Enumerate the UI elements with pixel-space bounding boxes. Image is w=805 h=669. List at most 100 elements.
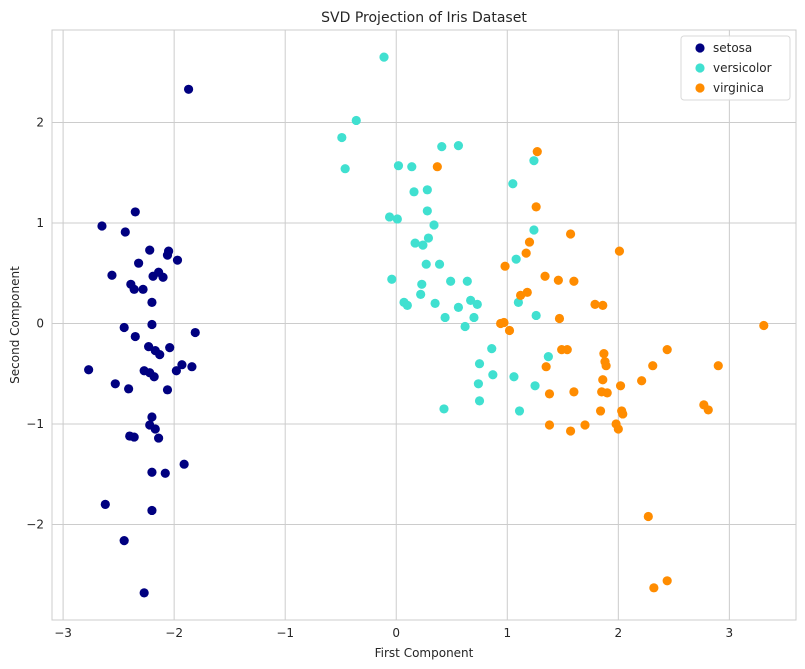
versicolor-point — [508, 179, 518, 189]
setosa-point — [160, 468, 170, 478]
virginica-point — [540, 271, 550, 281]
setosa-point — [179, 459, 189, 469]
versicolor-point — [446, 276, 456, 286]
legend-label-versicolor: versicolor — [713, 61, 772, 75]
virginica-point — [713, 361, 723, 371]
setosa-point — [155, 350, 165, 360]
setosa-point — [129, 432, 139, 442]
series-setosa — [84, 84, 200, 598]
y-tick-labels: −2 −1 0 1 2 — [26, 115, 44, 531]
setosa-point — [147, 412, 157, 422]
setosa-point — [171, 366, 181, 376]
x-tick-label: −3 — [54, 626, 72, 640]
virginica-point — [524, 237, 535, 247]
setosa-point — [183, 84, 194, 94]
versicolor-point — [387, 274, 397, 284]
virginica-point — [499, 317, 509, 328]
versicolor-point — [529, 225, 539, 235]
virginica-point — [602, 388, 612, 398]
x-tick-labels: −3 −2 −1 0 1 2 3 — [54, 626, 733, 640]
virginica-point — [598, 375, 608, 385]
legend: setosa versicolor virginica — [680, 35, 791, 101]
versicolor-point — [453, 140, 464, 151]
setosa-point — [97, 221, 107, 231]
setosa-point — [119, 322, 129, 333]
setosa-point — [187, 362, 197, 372]
versicolor-point — [340, 164, 350, 174]
setosa-point — [162, 385, 173, 395]
x-tick-label: −1 — [276, 626, 294, 640]
virginica-point — [580, 420, 590, 430]
virginica-point — [569, 387, 579, 397]
y-tick-label: −1 — [26, 417, 44, 431]
setosa-point — [147, 505, 157, 516]
series-versicolor — [337, 52, 553, 416]
versicolor-point — [430, 298, 440, 308]
versicolor-point — [488, 370, 498, 380]
versicolor-point — [543, 352, 553, 362]
chart-title: SVD Projection of Iris Dataset — [321, 10, 527, 26]
versicolor-point — [460, 321, 470, 332]
setosa-point — [120, 227, 130, 237]
versicolor-point — [474, 359, 485, 369]
versicolor-point — [462, 276, 472, 286]
versicolor-point — [337, 132, 347, 143]
versicolor-point — [418, 240, 428, 250]
virginica-point — [595, 406, 606, 416]
versicolor-point — [474, 396, 485, 406]
setosa-point — [110, 379, 120, 389]
versicolor-point — [529, 156, 539, 166]
versicolor-point — [407, 162, 417, 172]
virginica-point — [504, 325, 515, 336]
y-tick-label: −2 — [26, 518, 44, 532]
virginica-point — [541, 362, 551, 372]
setosa-point — [190, 327, 200, 338]
versicolor-point — [473, 379, 484, 389]
y-tick-label: 2 — [36, 115, 44, 129]
legend-label-setosa: setosa — [713, 41, 752, 55]
data-points — [84, 52, 769, 598]
setosa-point — [162, 250, 173, 260]
versicolor-point — [453, 302, 464, 313]
y-tick-label: 1 — [36, 216, 44, 230]
legend-marker-setosa — [695, 43, 705, 53]
x-tick-label: 0 — [392, 626, 400, 640]
setosa-point — [129, 284, 139, 294]
virginica-point — [531, 202, 541, 212]
virginica-point — [500, 261, 510, 271]
legend-label-virginica: virginica — [713, 81, 764, 95]
versicolor-point — [530, 381, 540, 391]
series-virginica — [432, 147, 769, 593]
versicolor-point — [439, 404, 449, 414]
x-tick-label: −2 — [165, 626, 183, 640]
versicolor-point — [514, 406, 525, 416]
versicolor-point — [513, 297, 523, 307]
versicolor-point — [410, 238, 420, 248]
versicolor-point — [421, 259, 431, 269]
virginica-point — [432, 162, 442, 172]
setosa-point — [172, 255, 183, 265]
x-tick-label: 2 — [615, 626, 623, 640]
versicolor-point — [384, 212, 395, 222]
versicolor-point — [379, 52, 389, 62]
y-tick-label: 0 — [36, 316, 44, 330]
x-tick-label: 3 — [726, 626, 734, 640]
setosa-point — [107, 270, 117, 280]
legend-marker-versicolor — [695, 63, 705, 73]
virginica-point — [637, 376, 647, 386]
versicolor-point — [351, 115, 361, 126]
setosa-point — [134, 258, 144, 268]
setosa-point — [158, 272, 168, 282]
setosa-point — [147, 467, 157, 477]
virginica-point — [554, 313, 565, 324]
virginica-point — [601, 361, 611, 371]
versicolor-point — [509, 372, 519, 382]
versicolor-point — [472, 299, 482, 309]
versicolor-point — [417, 279, 427, 289]
setosa-point — [130, 207, 140, 217]
virginica-point — [553, 275, 563, 285]
virginica-point — [590, 299, 600, 309]
versicolor-point — [422, 206, 432, 216]
virginica-point — [662, 345, 672, 355]
